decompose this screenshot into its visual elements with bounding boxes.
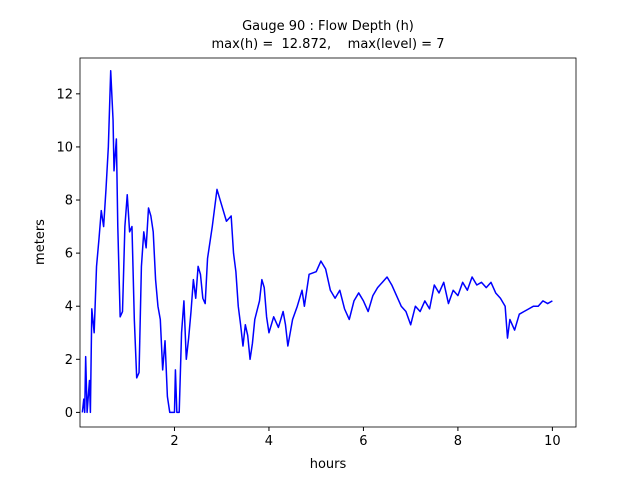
y-tick-label: 10: [56, 140, 73, 155]
y-tick-label: 0: [65, 406, 73, 421]
y-tick-label: 6: [65, 247, 73, 262]
x-tick-label: 2: [170, 434, 178, 449]
y-tick-label: 4: [65, 300, 73, 315]
chart-subtitle: max(h) = 12.872, max(level) = 7: [212, 37, 445, 52]
chart-title: Gauge 90 : Flow Depth (h): [242, 19, 414, 34]
y-tick-label: 12: [56, 87, 73, 102]
data-line: [81, 69, 553, 414]
plot-frame: [79, 57, 577, 428]
x-tick-label: 4: [265, 434, 273, 449]
x-tick-label: 8: [454, 434, 462, 449]
x-axis-label: hours: [310, 457, 347, 472]
x-tick-label: 6: [359, 434, 367, 449]
x-tick-label: 10: [544, 434, 561, 449]
y-tick-label: 2: [65, 353, 73, 368]
y-tick-label: 8: [65, 194, 73, 209]
y-axis-label: meters: [33, 219, 48, 265]
